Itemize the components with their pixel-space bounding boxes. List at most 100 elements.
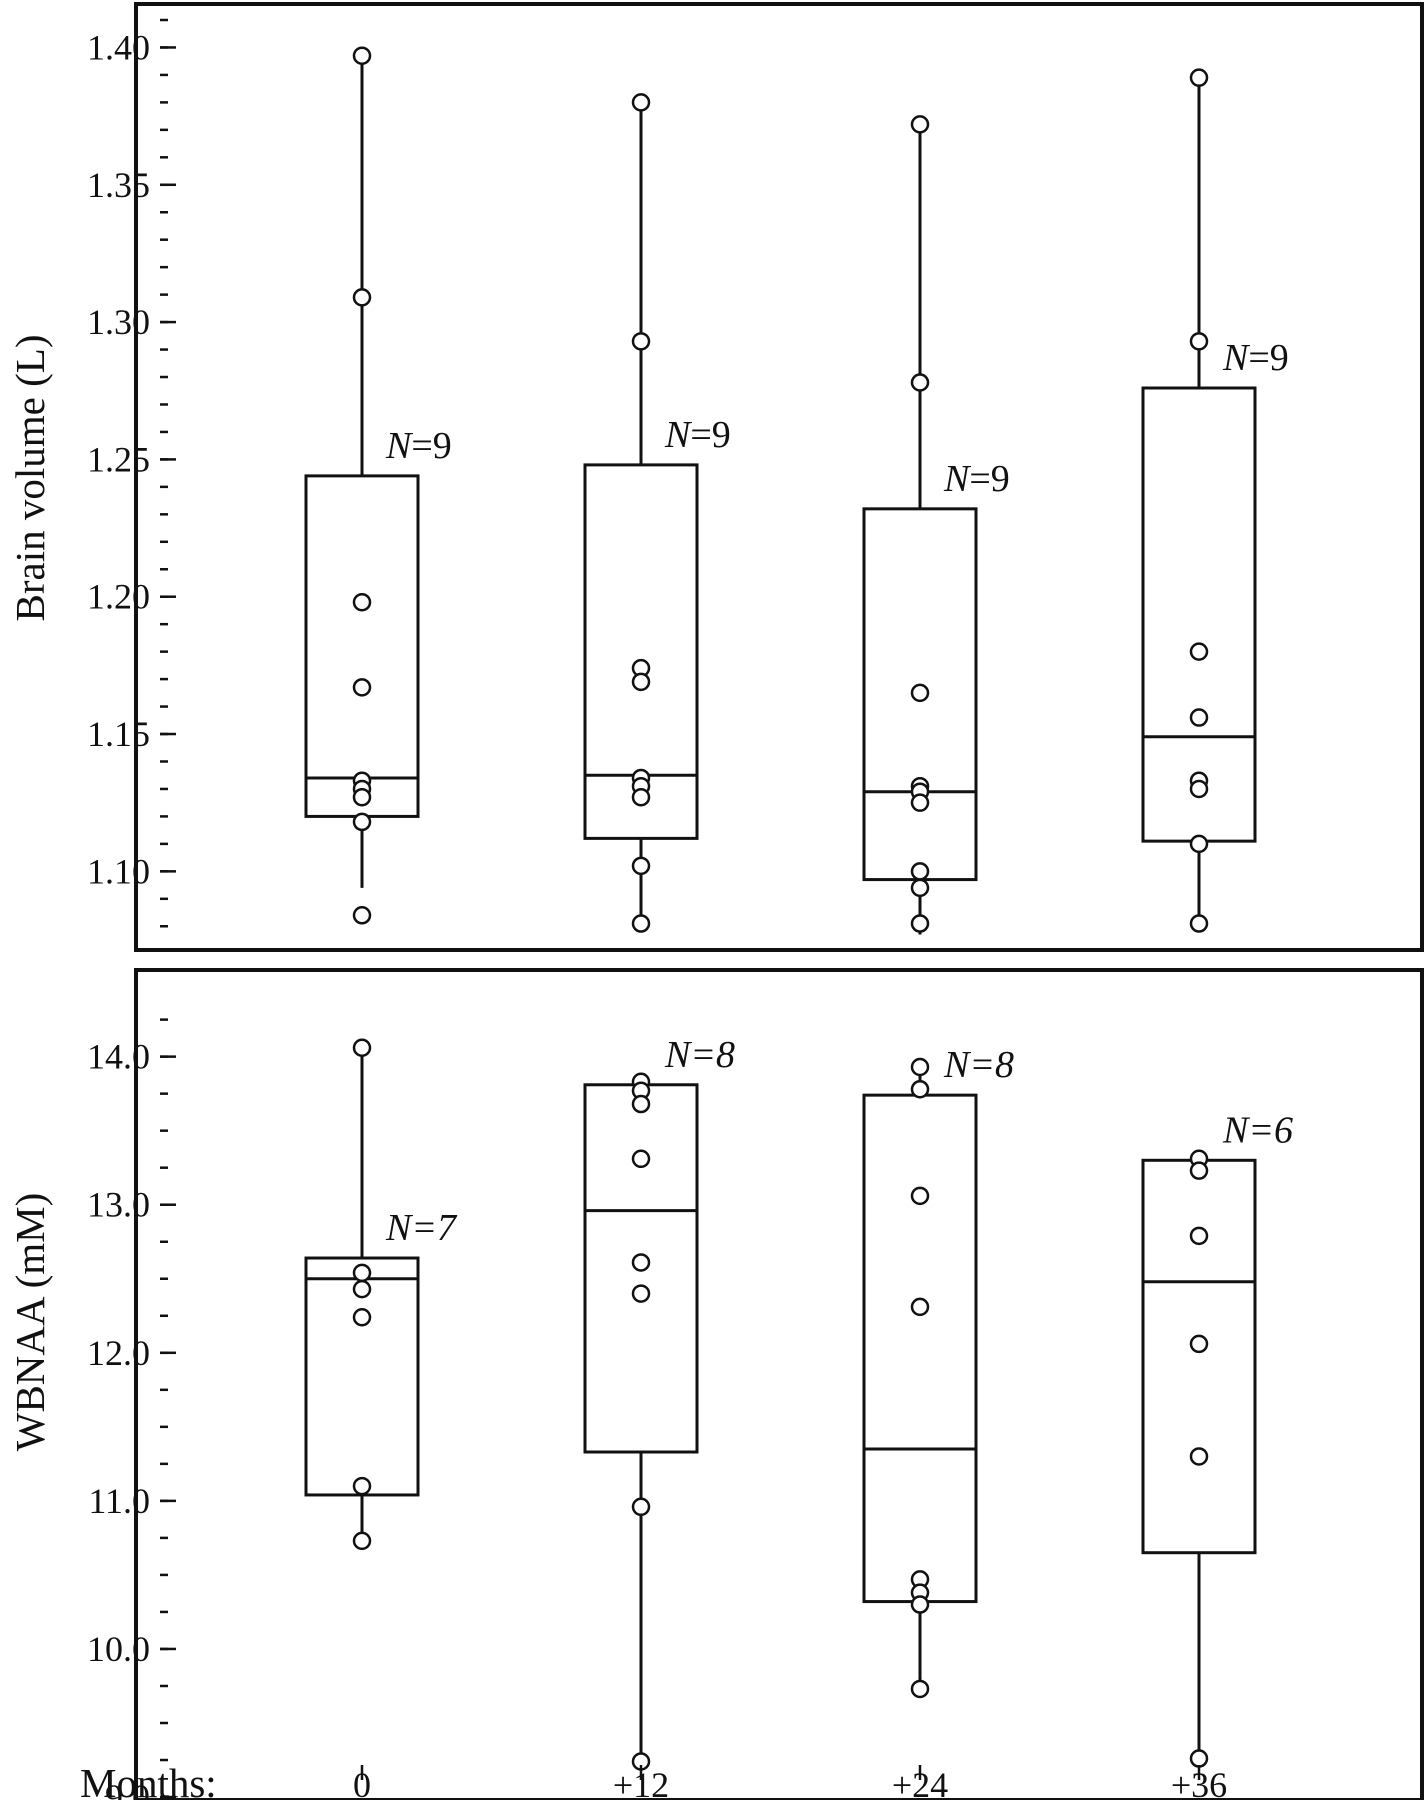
top-n-label: N=9	[1222, 337, 1289, 379]
top-data-point	[631, 856, 651, 876]
top-data-point	[352, 787, 372, 807]
top-n-label: N=9	[943, 458, 1010, 500]
top-y-tick-label: 1.35	[87, 165, 150, 205]
top-data-point	[1189, 332, 1209, 351]
bottom-data-point	[910, 1057, 930, 1077]
top-data-point	[1189, 779, 1209, 799]
top-y-tick-label: 1.30	[87, 302, 150, 342]
bottom-n-label: N=7	[385, 1207, 458, 1249]
n-value: =6	[1248, 1109, 1293, 1151]
top-data-point	[1189, 642, 1209, 661]
bottom-data-point	[352, 1531, 372, 1551]
n-value: =9	[1248, 337, 1288, 379]
bottom-data-point	[1189, 1334, 1209, 1354]
top-box	[304, 474, 420, 818]
n-symbol: N	[664, 414, 693, 456]
top-y-tick-label: 1.10	[87, 851, 150, 891]
bottom-y-tick-label: 14.0	[87, 1037, 150, 1077]
top-plot-area: 1.101.151.201.251.301.351.40N=9 N=9N=9N=9	[87, 18, 1289, 935]
bottom-data-point	[910, 1595, 930, 1614]
top-data-point	[1189, 708, 1209, 727]
x-tick-labels: 0 +12 +24 +36	[353, 1765, 1227, 1800]
bottom-n-label: N=8	[943, 1044, 1014, 1086]
top-data-point	[910, 373, 930, 392]
bottom-data-point	[1189, 1447, 1209, 1466]
bottom-data-point	[631, 1149, 651, 1169]
bottom-data-point	[352, 1476, 372, 1496]
bottom-data-point	[352, 1038, 372, 1058]
top-y-axis-title: Brain volume (L)	[7, 335, 53, 622]
n-symbol: N	[1222, 1109, 1251, 1151]
top-data-point	[910, 683, 930, 703]
bottom-box	[1141, 1158, 1257, 1555]
x-tick-label: 0	[353, 1765, 371, 1800]
top-box	[583, 463, 699, 840]
bottom-panel-frame	[134, 968, 1424, 1800]
n-value: =9	[411, 425, 451, 467]
bottom-data-point	[1189, 1226, 1209, 1246]
top-data-point	[910, 115, 930, 134]
n-symbol: N	[943, 1044, 972, 1086]
bottom-data-point	[910, 1186, 930, 1206]
bottom-data-point	[1189, 1161, 1209, 1180]
bottom-data-point	[910, 1297, 930, 1317]
n-value: =7	[411, 1207, 458, 1249]
x-tick-label: +12	[613, 1765, 669, 1800]
top-panel-frame	[134, 2, 1424, 952]
top-data-point	[1189, 834, 1209, 854]
bottom-y-tick-label: 9.0	[105, 1777, 150, 1800]
n-value: =8	[690, 1034, 735, 1076]
bottom-y-tick-label: 13.0	[87, 1185, 150, 1225]
n-symbol: N	[943, 458, 972, 500]
bottom-data-point	[631, 1284, 651, 1303]
top-y-tick-label: 1.40	[87, 27, 150, 67]
top-data-point	[1189, 914, 1209, 933]
top-data-point	[910, 793, 930, 812]
bottom-data-point	[631, 1497, 651, 1517]
bottom-data-point	[352, 1279, 372, 1299]
x-tick-label: +36	[1171, 1765, 1227, 1800]
top-data-point	[352, 678, 372, 697]
top-y-tick-label: 1.15	[87, 714, 150, 754]
top-n-label: N=9	[664, 414, 731, 456]
top-data-point	[631, 787, 651, 807]
top-data-point	[1189, 68, 1209, 87]
bottom-data-point	[631, 1253, 651, 1272]
n-symbol: N	[1222, 337, 1251, 379]
top-data-point	[352, 288, 372, 307]
top-n-label: N=9	[385, 425, 452, 467]
top-data-point	[352, 46, 372, 65]
top-data-point	[352, 906, 372, 925]
top-data-point	[910, 914, 930, 933]
bottom-box	[862, 1093, 978, 1604]
n-symbol: N	[385, 425, 414, 467]
n-value: =8	[969, 1044, 1014, 1086]
top-data-point	[631, 93, 651, 112]
top-data-point	[631, 914, 651, 933]
top-data-point	[910, 862, 930, 881]
x-tick-label: +24	[892, 1765, 948, 1800]
bottom-plot-area: 9.010.011.012.013.014.0N=7N=8 N=8N=6	[87, 1018, 1293, 1800]
bottom-data-point	[352, 1263, 372, 1283]
top-y-tick-label: 1.20	[87, 577, 150, 617]
top-data-point	[910, 878, 930, 898]
bottom-n-label: N=6	[1222, 1109, 1293, 1151]
top-data-point	[631, 672, 651, 692]
top-data-point	[352, 812, 372, 832]
bottom-data-point	[910, 1079, 930, 1099]
n-value: =9	[969, 458, 1009, 500]
bottom-data-point	[352, 1308, 372, 1327]
bottom-data-point	[631, 1094, 651, 1114]
bottom-y-tick-label: 10.0	[87, 1629, 150, 1669]
bottom-data-point	[910, 1679, 930, 1699]
n-value: =9	[690, 414, 730, 456]
bottom-n-label: N=8	[664, 1034, 735, 1076]
n-symbol: N	[664, 1034, 693, 1076]
top-data-point	[352, 592, 372, 612]
bottom-y-tick-label: 12.0	[87, 1333, 150, 1373]
bottom-y-axis-title: WBNAA (mM)	[7, 1193, 53, 1452]
x-axis-title: Months:	[80, 1760, 217, 1800]
top-y-tick-label: 1.25	[87, 439, 150, 479]
n-symbol: N	[385, 1207, 414, 1249]
